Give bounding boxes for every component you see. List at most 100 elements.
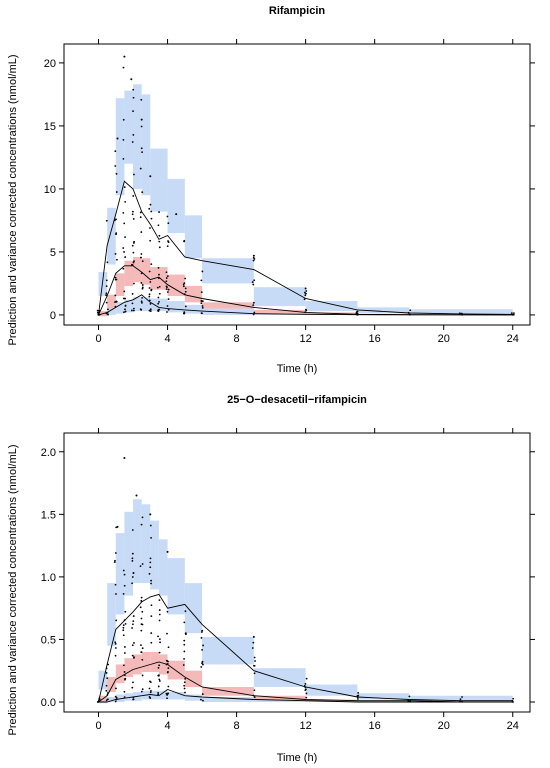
des-observed-point (132, 615, 135, 617)
y-axis-label-desacetyl-rifampicin: Prediction and variance corrected concen… (7, 444, 19, 735)
rif-observed-point (105, 292, 108, 295)
rif-observed-point (201, 270, 204, 273)
des-observed-point (200, 666, 203, 668)
des-observed-point (114, 695, 117, 698)
rif-pi-median-band-9 (202, 302, 254, 309)
rif-observed-point (131, 244, 134, 247)
rif-pi-lower-band-8 (184, 304, 203, 314)
rif-observed-point (148, 270, 151, 273)
des-observed-point (459, 698, 462, 701)
rif-observed-point (132, 96, 135, 99)
rif-observed-point (149, 281, 152, 283)
des-observed-point (133, 642, 135, 644)
rif-pi-median-band-10 (253, 309, 306, 314)
des-observed-point (123, 573, 126, 576)
rif-observed-point (158, 292, 161, 295)
rif-observed-point (105, 279, 108, 282)
des-observed-point (304, 683, 307, 685)
des-pi-upper-band-1 (107, 583, 116, 646)
des-observed-point (166, 550, 169, 553)
des-observed-point (132, 698, 135, 701)
des-y-tick-label: 1.0 (41, 572, 56, 584)
rif-observed-point (133, 240, 135, 243)
des-observed-point (158, 651, 161, 654)
des-y-tick-label: 2.0 (41, 447, 56, 459)
rif-observed-point (165, 280, 168, 283)
des-observed-point (123, 457, 126, 460)
plot-area-rifampicin: 0 4 8 12 16 20 24 0 5 10 15 20 (44, 39, 535, 345)
des-observed-point (113, 561, 116, 564)
rif-observed-point (106, 261, 109, 264)
des-observed-point (122, 626, 125, 629)
des-observed-point (141, 610, 144, 613)
rif-observed-point (201, 312, 203, 315)
des-observed-point (167, 685, 170, 688)
des-observed-point (148, 687, 151, 690)
rif-observed-point (115, 232, 118, 235)
des-observed-point (114, 654, 117, 657)
des-observed-point (141, 674, 144, 677)
des-observed-point (201, 660, 204, 663)
rif-observed-point (116, 258, 118, 261)
des-observed-point (131, 654, 134, 657)
rif-observed-point (141, 284, 144, 286)
rif-observed-point (148, 299, 151, 302)
des-observed-point (140, 599, 143, 602)
rif-observed-point (157, 310, 160, 313)
des-observed-point (158, 619, 161, 622)
rif-observed-point (141, 301, 143, 304)
rif-observed-point (148, 309, 151, 312)
rif-pi-upper-band-0 (98, 272, 108, 297)
rif-observed-point (122, 297, 125, 300)
rif-observed-point (253, 258, 256, 260)
des-observed-point (141, 688, 144, 691)
rif-observed-point (107, 308, 109, 311)
des-observed-point (183, 687, 186, 690)
des-observed-point (202, 644, 205, 647)
rif-observed-point (107, 313, 109, 316)
des-observed-point (201, 693, 204, 695)
rif-pi-lower-band-9 (202, 308, 254, 315)
des-pi-upper-band-8 (167, 558, 185, 615)
des-pi-lower-band-11 (253, 699, 306, 702)
des-observed-point (141, 563, 144, 565)
rif-y-tick-label: 5 (50, 247, 56, 259)
rif-observed-point (122, 138, 125, 141)
rif-observed-point (157, 296, 160, 299)
rif-y-tick-label: 20 (44, 58, 56, 70)
des-observed-point (201, 663, 204, 666)
des-observed-point (251, 647, 254, 649)
des-observed-point (157, 674, 160, 677)
rif-pi-lower-band-4 (133, 297, 142, 312)
rif-observed-point (115, 191, 118, 193)
rif-observed-point (303, 298, 306, 301)
rif-pi-upper-band-10 (253, 287, 306, 307)
rif-observed-point (157, 224, 160, 227)
rif-observed-point (150, 289, 153, 292)
rif-observed-point (149, 308, 152, 311)
rif-observed-point (167, 240, 169, 242)
des-pi-upper-band-2 (115, 533, 125, 615)
rif-observed-point (182, 285, 185, 288)
rif-x-tick-label: 4 (164, 333, 170, 345)
rif-observed-point (165, 288, 168, 291)
rif-observed-point (123, 186, 126, 189)
rif-pi-upper-band-2 (115, 98, 125, 196)
des-observed-point (201, 662, 203, 664)
des-observed-point (150, 582, 152, 585)
des-pi-median-band-6 (150, 651, 159, 672)
rif-observed-point (252, 283, 255, 286)
rif-observed-point (132, 307, 135, 310)
rif-observed-point (122, 247, 125, 249)
rif-observed-point (141, 296, 144, 299)
rif-observed-point (105, 294, 107, 296)
des-pi-median-band-7 (158, 654, 168, 675)
des-observed-lower-percentile-line (98, 688, 513, 703)
rif-observed-point (167, 298, 170, 301)
des-pi-median-band-1 (107, 676, 116, 692)
rif-pi-upper-band-6 (150, 148, 168, 212)
des-observed-point (166, 632, 168, 635)
rif-observed-point (409, 309, 412, 312)
des-pi-upper-band-11 (253, 668, 306, 687)
des-pi-upper-band-0 (98, 670, 108, 690)
